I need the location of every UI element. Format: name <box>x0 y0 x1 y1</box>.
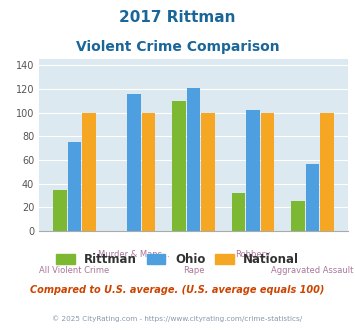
Text: Aggravated Assault: Aggravated Assault <box>271 266 354 275</box>
Legend: Rittman, Ohio, National: Rittman, Ohio, National <box>51 248 304 271</box>
Bar <box>306 164 319 231</box>
Text: Murder & Mans...: Murder & Mans... <box>98 250 170 259</box>
Text: Robbery: Robbery <box>235 250 271 259</box>
Bar <box>187 88 200 231</box>
Bar <box>246 110 260 231</box>
Bar <box>291 201 305 231</box>
Bar <box>261 113 274 231</box>
Text: Compared to U.S. average. (U.S. average equals 100): Compared to U.S. average. (U.S. average … <box>30 285 325 295</box>
Bar <box>231 193 245 231</box>
Bar <box>142 113 155 231</box>
Text: © 2025 CityRating.com - https://www.cityrating.com/crime-statistics/: © 2025 CityRating.com - https://www.city… <box>53 315 302 322</box>
Bar <box>172 101 186 231</box>
Text: Violent Crime Comparison: Violent Crime Comparison <box>76 40 279 53</box>
Bar <box>320 113 334 231</box>
Bar <box>68 142 81 231</box>
Text: 2017 Rittman: 2017 Rittman <box>119 10 236 25</box>
Bar <box>82 113 96 231</box>
Bar <box>53 189 67 231</box>
Bar <box>201 113 215 231</box>
Text: All Violent Crime: All Violent Crime <box>39 266 110 275</box>
Bar <box>127 94 141 231</box>
Text: Rape: Rape <box>183 266 204 275</box>
